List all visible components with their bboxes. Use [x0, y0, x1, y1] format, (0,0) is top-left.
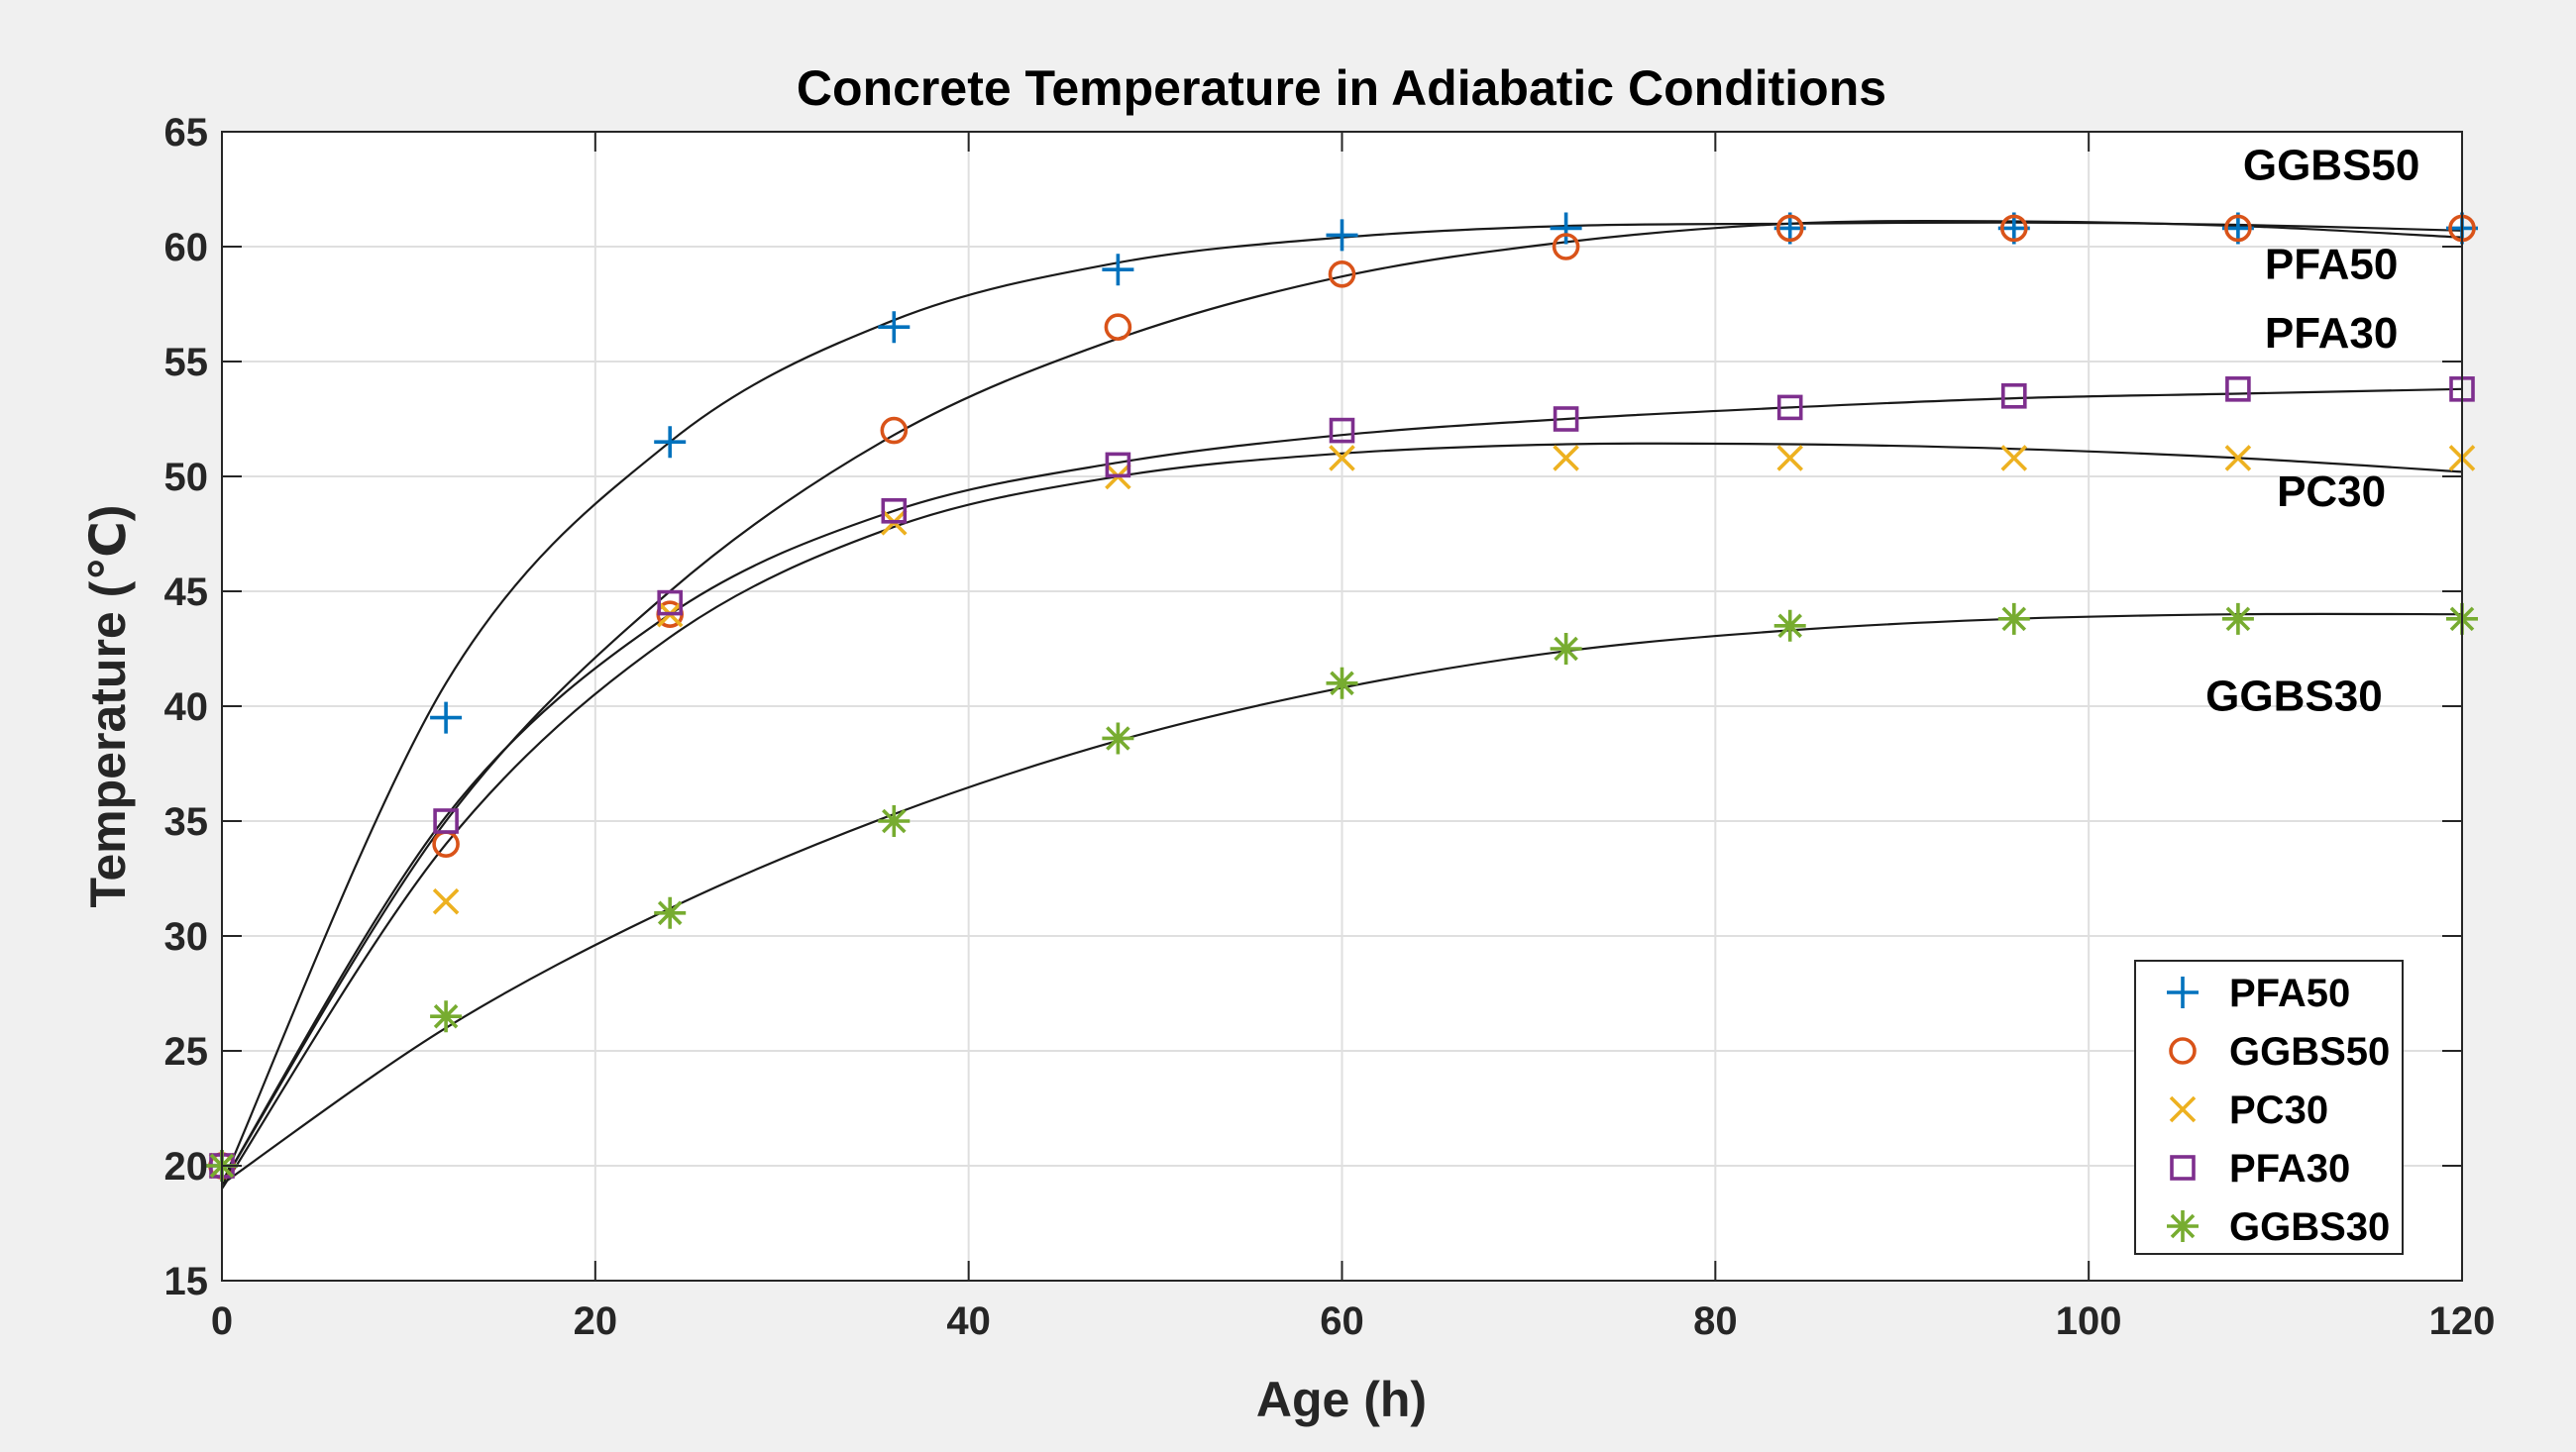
- fit-curve-ggbs50: [221, 220, 2463, 1186]
- y-tick-label: 40: [164, 685, 209, 729]
- marker-pfa50-point: [878, 311, 911, 344]
- y-tick-label: 50: [164, 456, 209, 499]
- legend-marker-pfa30: [2170, 1155, 2196, 1181]
- marker-pfa50-point: [1550, 212, 1582, 245]
- y-tick-label: 30: [164, 915, 209, 959]
- legend-marker-pfa50: [2167, 977, 2199, 1008]
- y-axis-label: Temperature (℃): [80, 505, 136, 908]
- annotation-pfa50: PFA50: [2265, 240, 2399, 288]
- legend-marker-pc30: [2169, 1095, 2197, 1123]
- chart-title: Concrete Temperature in Adiabatic Condit…: [797, 60, 1886, 116]
- marker-ggbs50-point: [1552, 233, 1580, 260]
- y-tick-label: 15: [164, 1260, 209, 1303]
- legend-label-ggbs50: GGBS50: [2229, 1030, 2390, 1074]
- marker-pfa30-point: [2001, 382, 2027, 409]
- x-axis-label: Age (h): [1256, 1372, 1427, 1427]
- marker-ggbs50-point: [1328, 260, 1356, 288]
- marker-pc30-point: [2000, 445, 2028, 471]
- marker-pfa30-point: [881, 497, 908, 524]
- marker-pfa30-point: [657, 589, 684, 616]
- marker-pc30-point: [432, 887, 460, 915]
- marker-pc30-point: [1553, 445, 1579, 471]
- y-tick-label: 60: [164, 226, 209, 269]
- y-tick-label: 45: [164, 570, 209, 614]
- x-tick-label: 0: [211, 1299, 233, 1343]
- y-tick-label: 55: [164, 341, 209, 384]
- annotation-ggbs50: GGBS50: [2243, 142, 2420, 190]
- legend-label-pfa50: PFA50: [2229, 972, 2350, 1015]
- marker-ggbs50-point: [1104, 313, 1132, 342]
- marker-ggbs30-point: [1773, 609, 1806, 642]
- y-tick-label: 65: [164, 111, 209, 155]
- annotation-ggbs30: GGBS30: [2205, 673, 2383, 721]
- marker-ggbs30-point: [654, 896, 687, 929]
- annotation-pfa30: PFA30: [2265, 309, 2399, 358]
- marker-ggbs30-point: [1326, 667, 1358, 699]
- marker-ggbs30-point: [2221, 602, 2254, 635]
- fit-curve-pc30: [221, 442, 2463, 1190]
- marker-pfa30-point: [1553, 406, 1579, 432]
- marker-pfa50-point: [1102, 254, 1134, 286]
- marker-ggbs50-point: [2224, 214, 2252, 243]
- x-tick-label: 100: [2056, 1299, 2122, 1343]
- marker-ggbs50-point: [1775, 214, 1804, 243]
- marker-ggbs50-point: [2000, 214, 2028, 243]
- legend-marker-ggbs50: [2169, 1037, 2197, 1065]
- marker-pfa30-point: [433, 808, 459, 834]
- marker-pc30-point: [1329, 445, 1355, 471]
- legend-label-pc30: PC30: [2229, 1089, 2328, 1132]
- marker-ggbs30-point: [1102, 722, 1134, 755]
- y-tick-label: 20: [164, 1145, 209, 1189]
- legend-label-ggbs30: GGBS30: [2229, 1205, 2390, 1249]
- marker-pfa50-point: [430, 701, 463, 734]
- fit-curve-pfa30: [221, 387, 2463, 1186]
- fit-curves: [220, 220, 2463, 1190]
- marker-ggbs30-point: [878, 805, 911, 837]
- marker-pfa30-point: [1105, 452, 1131, 478]
- marker-ggbs50-point: [880, 416, 909, 445]
- marker-pfa30-point: [1776, 394, 1803, 421]
- legend-marker-ggbs30: [2167, 1210, 2199, 1242]
- x-tick-label: 120: [2429, 1299, 2496, 1343]
- marker-pfa50-point: [654, 426, 687, 459]
- marker-pfa50-point: [1326, 219, 1358, 252]
- y-tick-label: 25: [164, 1030, 209, 1074]
- legend-label-pfa30: PFA30: [2229, 1147, 2350, 1191]
- curve-annotations: GGBS50 PFA50 PFA30 PC30 GGBS30: [2205, 142, 2419, 721]
- marker-ggbs30-point: [1997, 602, 2030, 635]
- annotation-pc30: PC30: [2277, 467, 2386, 516]
- marker-ggbs30-point: [1550, 633, 1582, 665]
- legend: PFA50 GGBS50 PC30 PFA30 GGBS30: [2134, 960, 2404, 1255]
- y-tick-label: 35: [164, 800, 209, 844]
- marker-pc30-point: [1776, 445, 1803, 471]
- marker-pc30-point: [2224, 445, 2252, 471]
- marker-pfa30-point: [1329, 417, 1355, 444]
- marker-ggbs30-point: [430, 1000, 463, 1033]
- x-tick-label: 20: [574, 1299, 618, 1343]
- axis-ticks: 0 20 40 60 80 100 120 15 20 25 30 35 40 45 50 55 60 65: [164, 111, 2496, 1343]
- x-tick-label: 40: [946, 1299, 991, 1343]
- x-tick-label: 60: [1320, 1299, 1364, 1343]
- marker-pfa30-point: [2225, 376, 2251, 402]
- x-tick-label: 80: [1693, 1299, 1738, 1343]
